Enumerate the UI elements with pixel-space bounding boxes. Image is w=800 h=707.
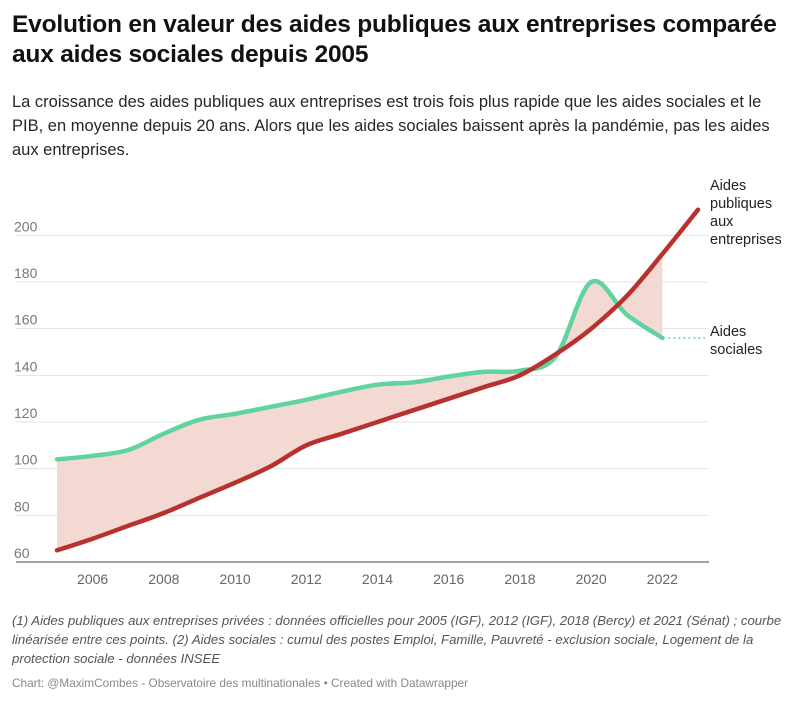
series-lines bbox=[54, 207, 705, 553]
x-tick-label: 2008 bbox=[148, 571, 179, 587]
x-tick-label: 2020 bbox=[576, 571, 607, 587]
chart-notes: (1) Aides publiques aux entreprises priv… bbox=[12, 613, 782, 666]
y-tick-label: 200 bbox=[14, 218, 38, 234]
gap-area bbox=[57, 254, 663, 551]
x-tick-label: 2012 bbox=[291, 571, 322, 587]
x-tick-label: 2010 bbox=[219, 571, 250, 587]
y-tick-label: 160 bbox=[14, 312, 38, 328]
y-tick-label: 100 bbox=[14, 452, 38, 468]
y-tick-label: 80 bbox=[14, 498, 30, 514]
x-tick-label: 2018 bbox=[504, 571, 535, 587]
chart-credit: Chart: @MaximCombes - Observatoire des m… bbox=[12, 676, 469, 690]
x-tick-label: 2022 bbox=[647, 571, 678, 587]
x-axis: 2006 2008 2010 2012 2014 2016 2018 2020 2022 bbox=[77, 571, 678, 587]
y-tick-label: 120 bbox=[14, 405, 38, 421]
series-labels: Aides publiques aux entreprises Aides sociale… bbox=[710, 178, 782, 358]
y-tick-label: 60 bbox=[14, 545, 30, 561]
series-label-aides-entreprises: Aides publiques aux entreprises bbox=[710, 178, 782, 248]
y-tick-label: 140 bbox=[14, 358, 38, 374]
x-tick-label: 2014 bbox=[362, 571, 393, 587]
series-line-aides-entreprises bbox=[54, 207, 701, 553]
y-axis: 60 80 100 120 140 160 180 200 bbox=[14, 218, 38, 561]
x-tick-label: 2016 bbox=[433, 571, 464, 587]
y-tick-label: 180 bbox=[14, 265, 38, 281]
chart-title: Evolution en valeur des aides publiques … bbox=[12, 11, 777, 68]
series-line-aides-sociales bbox=[54, 278, 665, 462]
series-label-aides-sociales: Aides sociales bbox=[710, 324, 762, 358]
chart-subtitle: La croissance des aides publiques aux en… bbox=[12, 93, 770, 159]
gap-area-fill bbox=[57, 254, 663, 551]
x-tick-label: 2006 bbox=[77, 571, 108, 587]
